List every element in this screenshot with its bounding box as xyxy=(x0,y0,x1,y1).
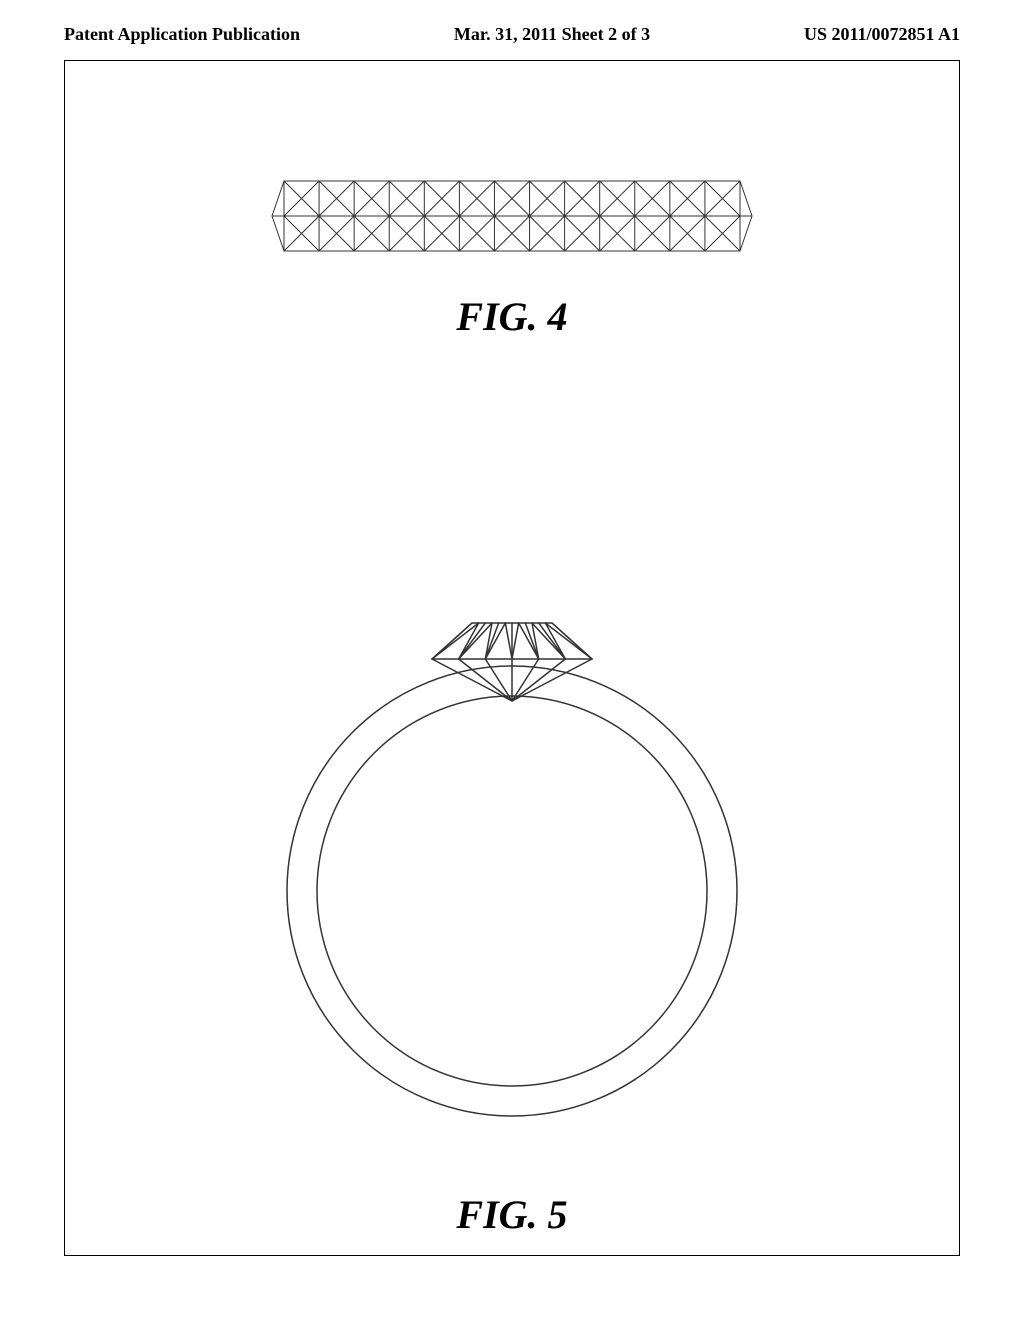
header-left: Patent Application Publication xyxy=(64,24,300,45)
fig5-label: FIG. 5 xyxy=(262,1191,762,1238)
figure-4: FIG. 4 xyxy=(262,171,762,340)
figure-5: FIG. 5 xyxy=(262,591,762,1238)
fig4-label: FIG. 4 xyxy=(262,293,762,340)
fig5-drawing xyxy=(262,591,762,1151)
header-right: US 2011/0072851 A1 xyxy=(804,24,960,45)
header-center: Mar. 31, 2011 Sheet 2 of 3 xyxy=(454,24,650,45)
fig4-drawing xyxy=(262,171,762,261)
page-frame: FIG. 4 FIG. 5 xyxy=(64,60,960,1256)
